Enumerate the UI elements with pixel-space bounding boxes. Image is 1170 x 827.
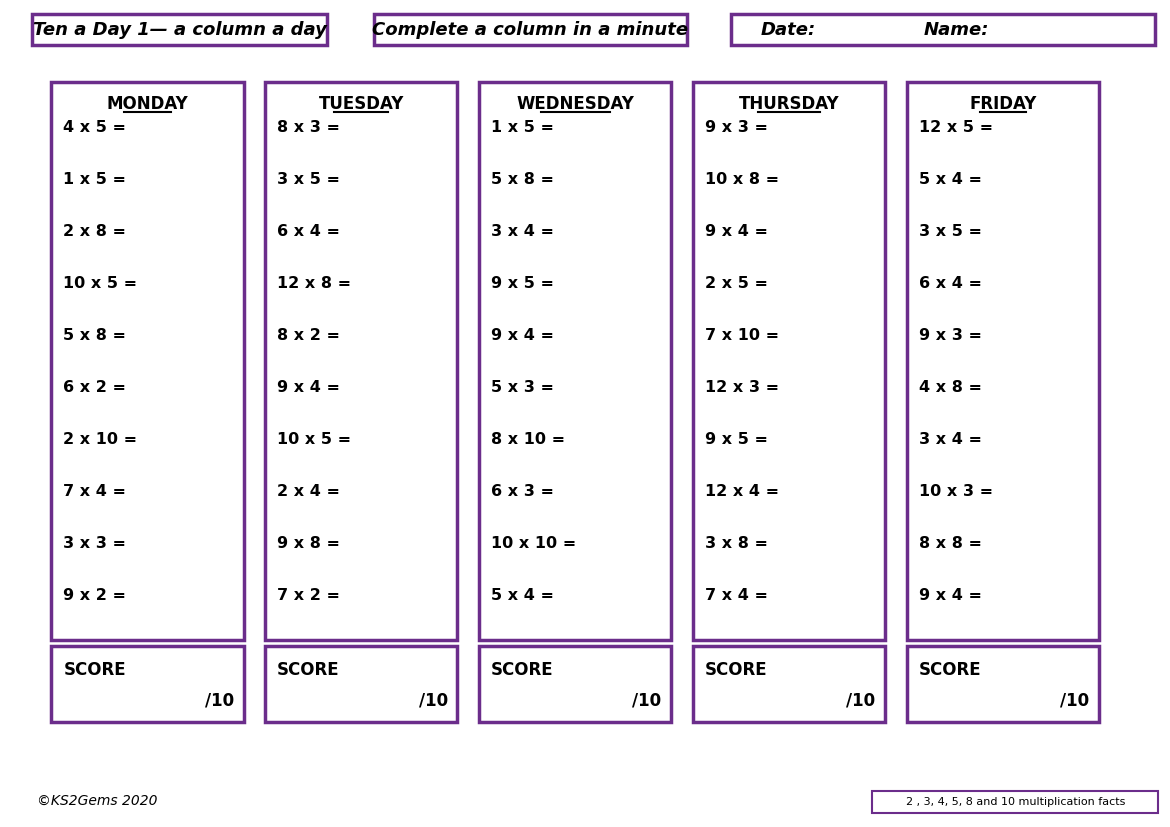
Text: TUESDAY: TUESDAY bbox=[318, 94, 404, 112]
Text: /10: /10 bbox=[632, 692, 661, 710]
Text: 1 x 5 =: 1 x 5 = bbox=[491, 120, 553, 135]
FancyBboxPatch shape bbox=[693, 82, 886, 639]
Text: 10 x 5 =: 10 x 5 = bbox=[63, 276, 137, 291]
FancyBboxPatch shape bbox=[32, 14, 328, 45]
Text: /10: /10 bbox=[419, 692, 448, 710]
Text: /10: /10 bbox=[846, 692, 875, 710]
Text: 9 x 4 =: 9 x 4 = bbox=[918, 588, 982, 603]
Text: 10 x 10 =: 10 x 10 = bbox=[491, 536, 577, 551]
Text: SCORE: SCORE bbox=[918, 661, 982, 679]
Text: 6 x 3 =: 6 x 3 = bbox=[491, 484, 553, 499]
Text: SCORE: SCORE bbox=[704, 661, 768, 679]
Text: 5 x 8 =: 5 x 8 = bbox=[63, 327, 126, 343]
Text: 2 x 4 =: 2 x 4 = bbox=[277, 484, 340, 499]
Text: 9 x 4 =: 9 x 4 = bbox=[491, 327, 553, 343]
Text: SCORE: SCORE bbox=[277, 661, 339, 679]
Text: Name:: Name: bbox=[923, 21, 989, 39]
Text: 8 x 8 =: 8 x 8 = bbox=[918, 536, 982, 551]
Text: 9 x 4 =: 9 x 4 = bbox=[704, 224, 768, 239]
FancyBboxPatch shape bbox=[266, 82, 457, 639]
Text: 5 x 4 =: 5 x 4 = bbox=[491, 588, 553, 603]
Text: 2 x 8 =: 2 x 8 = bbox=[63, 224, 126, 239]
Text: 12 x 5 =: 12 x 5 = bbox=[918, 120, 993, 135]
Text: 2 x 5 =: 2 x 5 = bbox=[704, 276, 768, 291]
Text: 8 x 10 =: 8 x 10 = bbox=[491, 432, 565, 447]
Text: 6 x 2 =: 6 x 2 = bbox=[63, 380, 126, 394]
Text: FRIDAY: FRIDAY bbox=[969, 94, 1037, 112]
Text: 10 x 8 =: 10 x 8 = bbox=[704, 172, 779, 187]
Text: 8 x 2 =: 8 x 2 = bbox=[277, 327, 340, 343]
Text: 9 x 3 =: 9 x 3 = bbox=[918, 327, 982, 343]
Text: 1 x 5 =: 1 x 5 = bbox=[63, 172, 126, 187]
FancyBboxPatch shape bbox=[480, 82, 672, 639]
FancyBboxPatch shape bbox=[51, 82, 243, 639]
FancyBboxPatch shape bbox=[693, 646, 886, 723]
Text: 3 x 5 =: 3 x 5 = bbox=[277, 172, 340, 187]
Text: 3 x 3 =: 3 x 3 = bbox=[63, 536, 126, 551]
Text: 4 x 5 =: 4 x 5 = bbox=[63, 120, 126, 135]
Text: 12 x 8 =: 12 x 8 = bbox=[277, 276, 351, 291]
Text: 7 x 2 =: 7 x 2 = bbox=[277, 588, 340, 603]
Text: 7 x 4 =: 7 x 4 = bbox=[63, 484, 126, 499]
Text: 3 x 4 =: 3 x 4 = bbox=[918, 432, 982, 447]
Text: 3 x 8 =: 3 x 8 = bbox=[704, 536, 768, 551]
Text: 8 x 3 =: 8 x 3 = bbox=[277, 120, 340, 135]
Text: MONDAY: MONDAY bbox=[106, 94, 188, 112]
Text: WEDNESDAY: WEDNESDAY bbox=[516, 94, 634, 112]
Text: 9 x 5 =: 9 x 5 = bbox=[491, 276, 553, 291]
FancyBboxPatch shape bbox=[373, 14, 687, 45]
Text: 9 x 4 =: 9 x 4 = bbox=[277, 380, 340, 394]
Text: Date:: Date: bbox=[760, 21, 817, 39]
FancyBboxPatch shape bbox=[480, 646, 672, 723]
FancyBboxPatch shape bbox=[266, 646, 457, 723]
Text: 2 , 3, 4, 5, 8 and 10 multiplication facts: 2 , 3, 4, 5, 8 and 10 multiplication fac… bbox=[906, 797, 1126, 807]
Text: 7 x 4 =: 7 x 4 = bbox=[704, 588, 768, 603]
Text: 2 x 10 =: 2 x 10 = bbox=[63, 432, 137, 447]
Text: 10 x 3 =: 10 x 3 = bbox=[918, 484, 993, 499]
Text: Ten a Day 1— a column a day: Ten a Day 1— a column a day bbox=[33, 21, 326, 39]
FancyBboxPatch shape bbox=[731, 14, 1155, 45]
Text: 9 x 5 =: 9 x 5 = bbox=[704, 432, 768, 447]
Text: 6 x 4 =: 6 x 4 = bbox=[918, 276, 982, 291]
FancyBboxPatch shape bbox=[873, 791, 1158, 813]
Text: /10: /10 bbox=[1060, 692, 1089, 710]
Text: THURSDAY: THURSDAY bbox=[738, 94, 839, 112]
Text: SCORE: SCORE bbox=[491, 661, 553, 679]
Text: 7 x 10 =: 7 x 10 = bbox=[704, 327, 779, 343]
Text: 12 x 3 =: 12 x 3 = bbox=[704, 380, 779, 394]
Text: ©KS2Gems 2020: ©KS2Gems 2020 bbox=[36, 794, 157, 808]
Text: 9 x 3 =: 9 x 3 = bbox=[704, 120, 768, 135]
Text: 12 x 4 =: 12 x 4 = bbox=[704, 484, 779, 499]
FancyBboxPatch shape bbox=[907, 82, 1099, 639]
Text: 5 x 4 =: 5 x 4 = bbox=[918, 172, 982, 187]
Text: /10: /10 bbox=[205, 692, 234, 710]
Text: 3 x 4 =: 3 x 4 = bbox=[491, 224, 553, 239]
Text: 6 x 4 =: 6 x 4 = bbox=[277, 224, 340, 239]
Text: 4 x 8 =: 4 x 8 = bbox=[918, 380, 982, 394]
Text: 5 x 3 =: 5 x 3 = bbox=[491, 380, 553, 394]
Text: 3 x 5 =: 3 x 5 = bbox=[918, 224, 982, 239]
Text: 9 x 2 =: 9 x 2 = bbox=[63, 588, 126, 603]
FancyBboxPatch shape bbox=[907, 646, 1099, 723]
Text: 5 x 8 =: 5 x 8 = bbox=[491, 172, 553, 187]
FancyBboxPatch shape bbox=[51, 646, 243, 723]
Text: 10 x 5 =: 10 x 5 = bbox=[277, 432, 351, 447]
Text: 9 x 8 =: 9 x 8 = bbox=[277, 536, 340, 551]
Text: Complete a column in a minute: Complete a column in a minute bbox=[372, 21, 688, 39]
Text: SCORE: SCORE bbox=[63, 661, 126, 679]
